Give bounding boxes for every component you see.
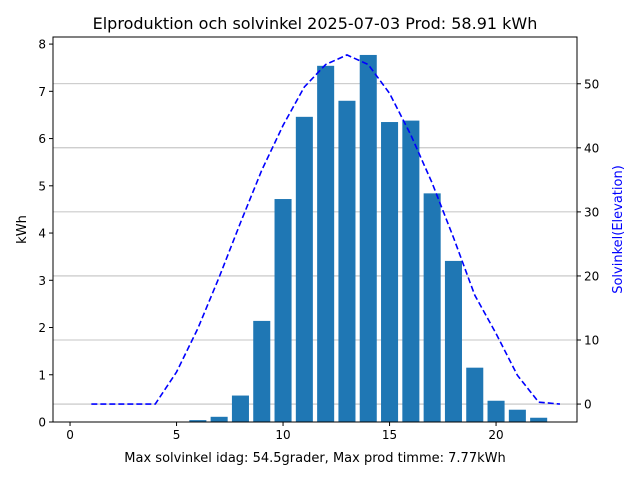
x-tick-label: 10 <box>275 428 290 442</box>
bar <box>381 122 399 423</box>
y-tick-label: 8 <box>38 38 46 52</box>
y-tick-label: 7 <box>38 85 46 99</box>
bar <box>253 320 271 422</box>
y2-tick-label: 0 <box>584 398 592 412</box>
y-tick-label: 5 <box>38 179 46 193</box>
y2-tick-label: 50 <box>584 77 599 91</box>
y-tick-label: 1 <box>38 368 46 382</box>
x-tick-label: 20 <box>488 428 503 442</box>
bar <box>466 367 484 422</box>
bar <box>530 417 548 422</box>
bar <box>274 199 292 422</box>
y2-tick-label: 30 <box>584 205 599 219</box>
y-tick-label: 2 <box>38 321 46 335</box>
bar <box>231 395 249 422</box>
x-axis-label: Max solvinkel idag: 54.5grader, Max prod… <box>124 451 505 466</box>
bar <box>444 260 462 422</box>
bar <box>295 116 313 423</box>
y2-tick-label: 40 <box>584 141 599 155</box>
x-tick-label: 5 <box>173 428 181 442</box>
bar <box>338 100 356 422</box>
bar <box>508 409 526 422</box>
elevation-line-group <box>91 54 561 405</box>
y2-tick-label: 10 <box>584 334 599 348</box>
bar <box>359 54 377 422</box>
elevation-line <box>91 54 561 405</box>
plot-frame <box>52 36 578 423</box>
y-tick-label: 6 <box>38 132 46 146</box>
y-tick-label: 0 <box>38 416 46 430</box>
bar <box>487 400 505 422</box>
x-tick-label: 0 <box>66 428 74 442</box>
x-tick-label: 15 <box>382 428 397 442</box>
bar <box>317 65 335 422</box>
axes: 0 5 10 15 20 0 1 2 3 4 5 6 7 8 0 10 20 30 40 50 <box>38 38 599 442</box>
y-tick-label: 4 <box>38 227 46 241</box>
bar <box>189 420 207 422</box>
bar <box>402 120 420 422</box>
bars <box>189 54 548 423</box>
bar <box>423 193 441 422</box>
y2-tick-label: 20 <box>584 269 599 283</box>
y-axis-label: kWh <box>15 215 30 244</box>
chart-title: Elproduktion och solvinkel 2025-07-03 Pr… <box>93 14 538 33</box>
bar <box>210 416 228 422</box>
y2-axis-label: Solvinkel(Elevation) <box>611 165 626 294</box>
y-tick-label: 3 <box>38 274 46 288</box>
